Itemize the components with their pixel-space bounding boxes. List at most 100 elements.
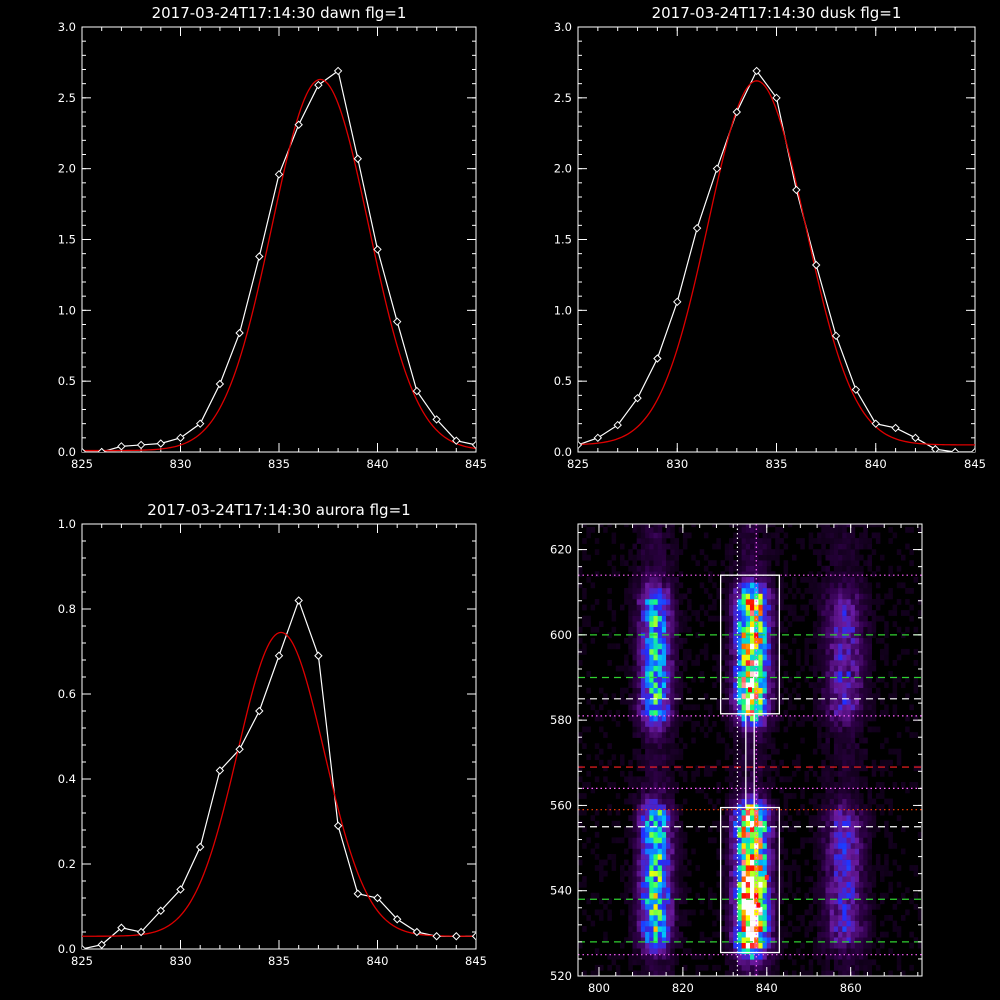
heatmap-cell bbox=[691, 737, 696, 744]
heatmap-cell bbox=[737, 637, 742, 644]
heatmap-cell bbox=[762, 682, 768, 688]
heatmap-cell bbox=[737, 815, 742, 821]
heatmap-cell bbox=[645, 876, 650, 882]
heatmap-cell bbox=[775, 820, 780, 827]
heatmap-cell bbox=[754, 920, 759, 927]
heatmap-cell bbox=[842, 831, 847, 838]
heatmap-cell bbox=[838, 964, 843, 971]
heatmap-cell bbox=[867, 665, 872, 672]
heatmap-cell bbox=[661, 837, 667, 844]
heatmap-cell bbox=[674, 693, 679, 700]
heatmap-cell bbox=[666, 524, 671, 528]
heatmap-cell bbox=[582, 782, 587, 788]
data-point-marker bbox=[274, 651, 284, 660]
heatmap-cell bbox=[917, 942, 922, 949]
heatmap-cell bbox=[661, 704, 667, 711]
heatmap-cell bbox=[859, 593, 864, 600]
heatmap-cell bbox=[745, 643, 751, 650]
heatmap-cell bbox=[661, 770, 667, 777]
heatmap-cell bbox=[733, 959, 738, 966]
heatmap-cell bbox=[838, 527, 843, 533]
heatmap-cell bbox=[812, 721, 818, 727]
heatmap-cell bbox=[812, 588, 818, 594]
heatmap-cell bbox=[829, 754, 835, 761]
chart-title: 2017-03-24T17:14:30 aurora flg=1 bbox=[147, 501, 410, 519]
heatmap-cell bbox=[863, 820, 868, 827]
heatmap-cell bbox=[825, 743, 830, 749]
heatmap-cell bbox=[603, 859, 608, 866]
heatmap-cell bbox=[733, 704, 738, 711]
heatmap-cell bbox=[871, 726, 877, 733]
heatmap-cell bbox=[657, 524, 663, 528]
heatmap-cell bbox=[796, 588, 801, 594]
heatmap-cell bbox=[754, 915, 759, 921]
heatmap-cell bbox=[640, 876, 646, 882]
heatmap-cell bbox=[653, 721, 658, 727]
heatmap-cell bbox=[792, 554, 797, 561]
heatmap-cell bbox=[653, 660, 658, 666]
heatmap-cell bbox=[682, 682, 688, 688]
heatmap-cell bbox=[758, 610, 763, 616]
heatmap-cell bbox=[615, 721, 621, 727]
heatmap-cell bbox=[850, 654, 856, 661]
heatmap-cell bbox=[758, 948, 763, 955]
heatmap-cell bbox=[775, 698, 780, 705]
heatmap-cell bbox=[632, 815, 637, 821]
heatmap-cell bbox=[691, 676, 696, 683]
heatmap-cell bbox=[724, 920, 730, 927]
heatmap-cell bbox=[632, 610, 637, 616]
heatmap-cell bbox=[682, 898, 688, 905]
heatmap-cell bbox=[649, 787, 654, 794]
heatmap-cell bbox=[846, 782, 851, 788]
heatmap-cell bbox=[800, 543, 805, 550]
heatmap-cell bbox=[733, 732, 738, 738]
heatmap-cell bbox=[653, 543, 658, 550]
heatmap-cell bbox=[779, 593, 784, 600]
heatmap-cell bbox=[624, 937, 629, 943]
x-tick-label: 830 bbox=[666, 457, 688, 471]
heatmap-cell bbox=[628, 887, 633, 894]
heatmap-cell bbox=[829, 931, 835, 938]
heatmap-cell bbox=[854, 926, 860, 932]
heatmap-cell bbox=[666, 676, 671, 683]
heatmap-cell bbox=[674, 887, 679, 894]
heatmap-cell bbox=[649, 937, 654, 943]
heatmap-cell bbox=[611, 532, 617, 539]
heatmap-cell bbox=[880, 787, 885, 794]
heatmap-cell bbox=[691, 848, 696, 855]
heatmap-cell bbox=[821, 676, 826, 683]
heatmap-cell bbox=[724, 970, 730, 976]
heatmap-cell bbox=[607, 804, 612, 810]
heatmap-cell bbox=[628, 931, 633, 938]
heatmap-cell bbox=[708, 953, 713, 960]
heatmap-cell bbox=[817, 704, 822, 711]
heatmap-cell bbox=[703, 554, 709, 561]
heatmap-cell bbox=[670, 937, 675, 943]
heatmap-cell bbox=[762, 937, 768, 943]
heatmap-cell bbox=[854, 599, 860, 605]
heatmap-cell bbox=[829, 815, 835, 821]
heatmap-cell bbox=[817, 660, 822, 666]
heatmap-cell bbox=[854, 854, 860, 860]
heatmap-cell bbox=[896, 953, 902, 960]
heatmap-cell bbox=[653, 588, 658, 594]
heatmap-cell bbox=[762, 843, 768, 849]
heatmap-cell bbox=[766, 970, 772, 976]
heatmap-cell bbox=[829, 915, 835, 921]
heatmap-cell bbox=[703, 937, 709, 943]
heatmap-cell bbox=[913, 865, 919, 871]
heatmap-cell bbox=[812, 937, 818, 943]
heatmap-cell bbox=[812, 654, 818, 661]
heatmap-cell bbox=[846, 732, 851, 738]
heatmap-cell bbox=[771, 859, 776, 866]
heatmap-cell bbox=[737, 787, 742, 794]
heatmap-cell bbox=[733, 565, 738, 572]
heatmap-cell bbox=[670, 942, 675, 949]
heatmap-cell bbox=[750, 793, 755, 799]
heatmap-cell bbox=[909, 865, 914, 871]
heatmap-cell bbox=[582, 809, 587, 816]
heatmap-cell bbox=[661, 532, 667, 539]
heatmap-cell bbox=[682, 770, 688, 777]
heatmap-cell bbox=[733, 793, 738, 799]
heatmap-cell bbox=[670, 654, 675, 661]
